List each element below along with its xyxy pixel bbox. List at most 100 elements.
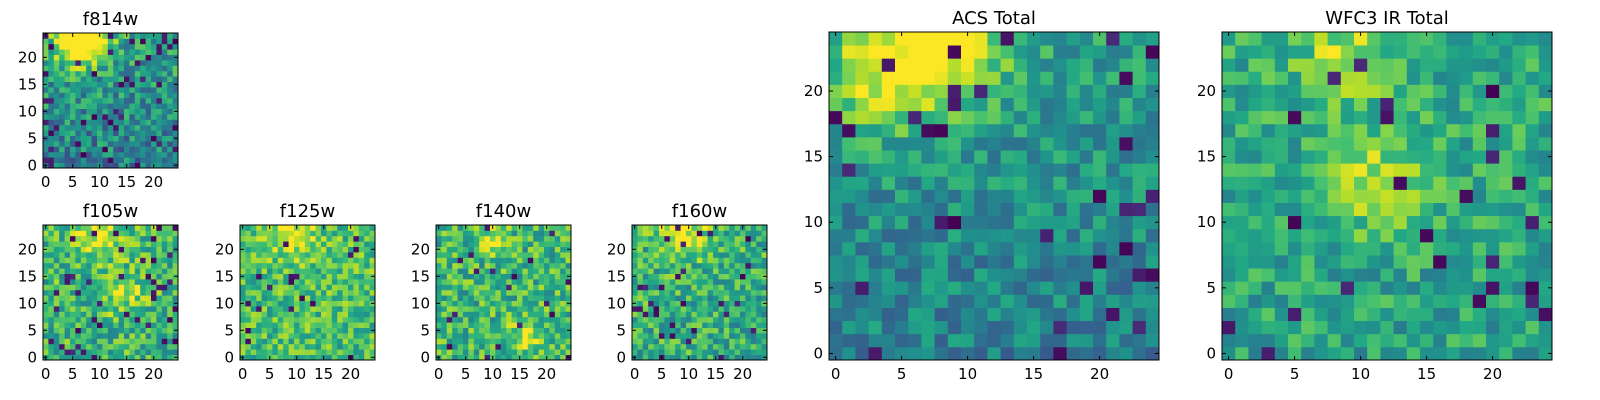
heatmap-cell bbox=[118, 92, 125, 99]
heatmap-cell bbox=[97, 65, 103, 72]
heatmap-cell bbox=[1367, 294, 1381, 308]
heatmap-cell bbox=[145, 60, 152, 66]
heatmap-cell bbox=[632, 279, 638, 285]
heatmap-cell bbox=[544, 338, 550, 345]
heatmap-cell bbox=[129, 49, 136, 55]
heatmap-cell bbox=[506, 349, 512, 355]
heatmap-cell bbox=[495, 246, 502, 253]
heatmap-cell bbox=[59, 268, 65, 274]
axes-frame bbox=[239, 224, 376, 361]
heatmap-cell bbox=[729, 262, 735, 269]
heatmap-cell bbox=[642, 246, 649, 253]
heatmap-cell bbox=[151, 279, 157, 285]
heatmap-cell bbox=[637, 289, 644, 296]
heatmap-cell bbox=[895, 97, 909, 112]
heatmap-cell bbox=[1040, 110, 1054, 125]
heatmap-cell bbox=[637, 279, 644, 285]
heatmap-cell bbox=[718, 262, 725, 269]
heatmap-cell bbox=[113, 114, 119, 120]
heatmap-cell bbox=[145, 289, 152, 296]
heatmap-cell bbox=[659, 311, 665, 318]
heatmap-cell bbox=[1145, 294, 1160, 308]
heatmap-cell bbox=[140, 130, 146, 136]
heatmap-cell bbox=[441, 349, 448, 355]
heatmap-cell bbox=[544, 241, 550, 247]
heatmap-cell bbox=[1367, 241, 1381, 256]
heatmap-cell bbox=[86, 43, 92, 50]
heatmap-cell bbox=[1079, 123, 1094, 138]
heatmap-cell bbox=[895, 189, 909, 203]
heatmap-cell bbox=[1079, 268, 1094, 282]
heatmap-cell bbox=[156, 252, 163, 258]
heatmap-cell bbox=[240, 306, 246, 312]
heatmap-cell bbox=[70, 322, 76, 328]
heatmap-cell bbox=[59, 60, 65, 66]
heatmap-cell bbox=[59, 108, 65, 115]
heatmap-cell bbox=[1053, 84, 1067, 98]
heatmap-cell bbox=[151, 257, 157, 264]
heatmap-cell bbox=[713, 246, 719, 253]
heatmap-cell bbox=[511, 252, 518, 258]
heatmap-cell bbox=[118, 246, 125, 253]
heatmap-cell bbox=[348, 316, 354, 323]
heatmap-cell bbox=[921, 189, 935, 203]
heatmap-cell bbox=[342, 322, 349, 328]
heatmap-cell bbox=[1340, 84, 1355, 98]
heatmap-cell bbox=[1472, 45, 1487, 59]
heatmap-cell bbox=[642, 262, 649, 269]
heatmap-cell bbox=[304, 262, 311, 269]
heatmap-cell bbox=[1000, 215, 1015, 230]
heatmap-cell bbox=[91, 97, 98, 104]
heatmap-cell bbox=[97, 316, 103, 323]
heatmap-cell bbox=[908, 294, 922, 308]
y-tick-label: 5 bbox=[224, 321, 234, 339]
heatmap-cell bbox=[113, 257, 119, 264]
heatmap-cell bbox=[554, 230, 561, 237]
heatmap-cell bbox=[59, 284, 65, 291]
heatmap-cell bbox=[321, 279, 327, 285]
heatmap-cell bbox=[1340, 333, 1355, 348]
heatmap-cell bbox=[517, 327, 523, 334]
heatmap-cell bbox=[855, 45, 869, 59]
heatmap-cell bbox=[91, 65, 98, 72]
heatmap-cell bbox=[1235, 136, 1249, 151]
heatmap-cell bbox=[495, 257, 502, 264]
heatmap-cell bbox=[855, 268, 869, 282]
heatmap-cell bbox=[479, 230, 485, 237]
heatmap-cell bbox=[500, 262, 507, 269]
heatmap-cell bbox=[490, 262, 496, 269]
heatmap-cell bbox=[267, 343, 273, 350]
heatmap-cell bbox=[750, 284, 757, 291]
heatmap-cell bbox=[145, 114, 152, 120]
heatmap-cell bbox=[1222, 215, 1236, 230]
heatmap-cell bbox=[102, 43, 109, 50]
heatmap-cell bbox=[97, 284, 103, 291]
heatmap-cell bbox=[1314, 333, 1328, 348]
heatmap-cell bbox=[1380, 150, 1394, 164]
x-tick-label: 20 bbox=[1090, 365, 1109, 383]
heatmap-cell bbox=[987, 241, 1001, 256]
heatmap-cell bbox=[895, 84, 909, 98]
heatmap-cell bbox=[680, 284, 687, 291]
heatmap-cell bbox=[664, 252, 671, 258]
heatmap-cell bbox=[134, 162, 141, 169]
heatmap-cell bbox=[463, 273, 469, 280]
heatmap-cell bbox=[48, 268, 55, 274]
heatmap-cell bbox=[756, 343, 762, 350]
heatmap-cell bbox=[1053, 71, 1067, 85]
heatmap-cell bbox=[156, 284, 163, 291]
heatmap-cell bbox=[669, 246, 676, 253]
heatmap-cell bbox=[64, 300, 71, 307]
heatmap-cell bbox=[921, 71, 935, 85]
heatmap-cell bbox=[1261, 32, 1276, 46]
heatmap-cell bbox=[1512, 97, 1526, 112]
heatmap-cell bbox=[283, 327, 289, 334]
heatmap-cell bbox=[750, 235, 757, 242]
heatmap-cell bbox=[1106, 84, 1120, 98]
heatmap-cell bbox=[369, 262, 376, 269]
heatmap-cell bbox=[53, 81, 60, 88]
heatmap-cell bbox=[134, 338, 141, 345]
heatmap-cell bbox=[473, 230, 480, 237]
heatmap-cell bbox=[267, 262, 273, 269]
heatmap-cell bbox=[1119, 346, 1133, 361]
